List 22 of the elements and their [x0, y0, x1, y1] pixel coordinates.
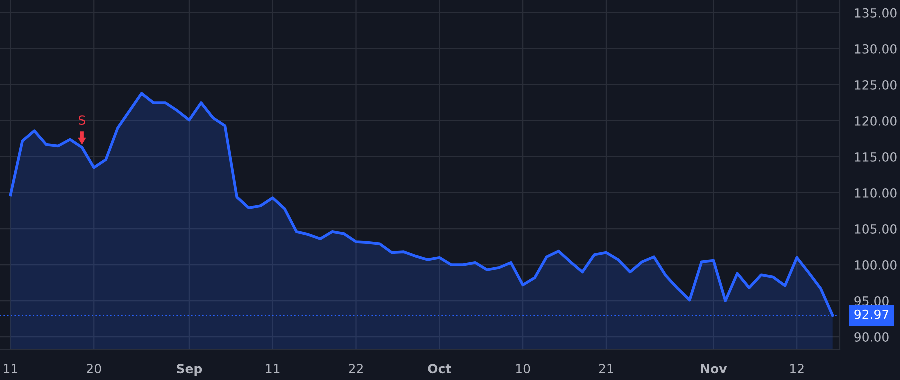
x-tick-label: 11 — [4, 364, 18, 374]
y-tick-label: 90.00 — [854, 332, 889, 342]
y-tick-label: 100.00 — [855, 260, 897, 270]
y-tick-label: 130.00 — [855, 44, 897, 54]
y-tick-label: 115.00 — [855, 152, 897, 162]
ref-line-label: 92.97 — [854, 310, 889, 320]
x-tick-label: 21 — [599, 364, 614, 374]
x-tick-label: Oct — [428, 364, 452, 374]
x-tick-label: 10 — [516, 364, 530, 374]
y-tick-label: 105.00 — [855, 224, 897, 234]
y-tick-label: 125.00 — [855, 80, 897, 90]
x-tick-label: 12 — [790, 364, 804, 374]
x-tick-label: 11 — [266, 364, 280, 374]
x-tick-label: 20 — [87, 364, 102, 374]
x-tick-label: 22 — [349, 364, 363, 374]
y-tick-label: 120.00 — [855, 116, 897, 126]
x-tick-label: Nov — [701, 364, 728, 374]
y-tick-label: 135.00 — [855, 8, 897, 18]
y-tick-label: 95.00 — [854, 296, 889, 306]
x-tick-label: Sep — [177, 364, 202, 376]
annotation: S — [79, 116, 86, 126]
y-tick-label: 110.00 — [855, 188, 897, 198]
